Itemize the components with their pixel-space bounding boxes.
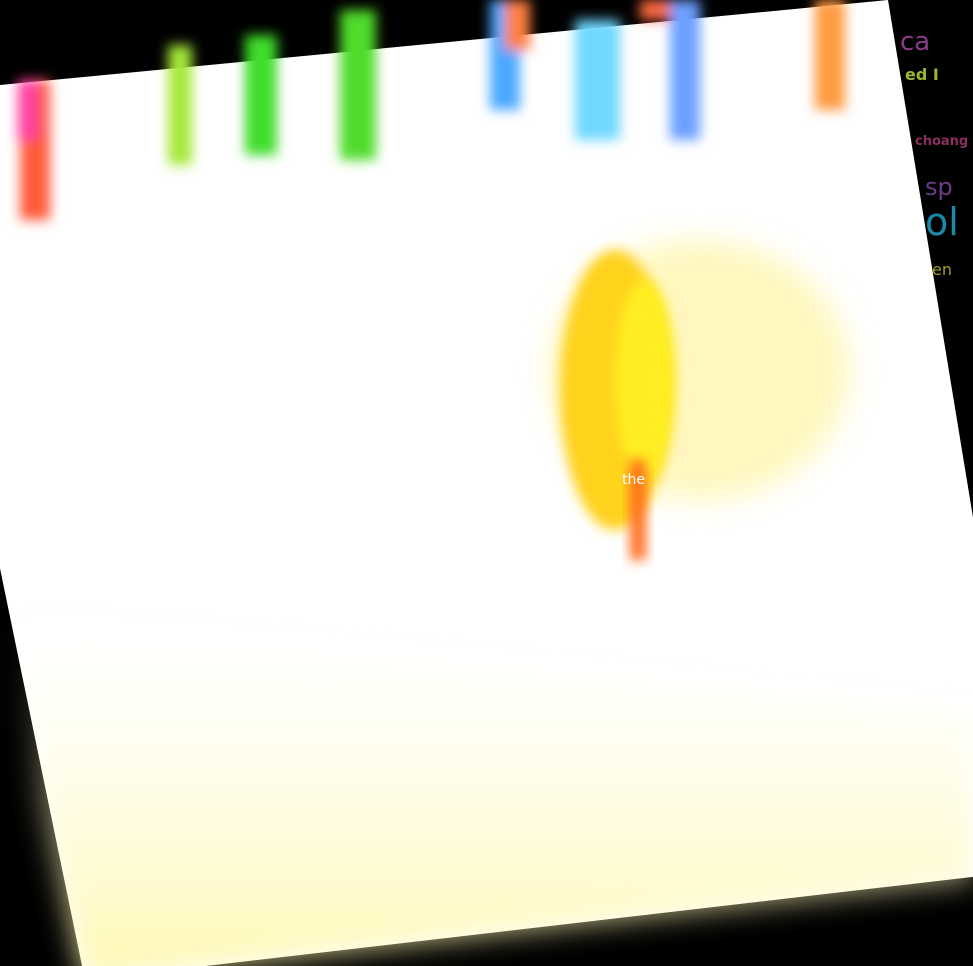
text-fragment: ol	[925, 200, 959, 244]
text-fragment: ca	[900, 27, 930, 57]
text-fragment: choang	[915, 134, 968, 149]
text-fragment: the	[622, 472, 645, 488]
color-streaks	[18, 0, 845, 220]
yellow-blob	[550, 240, 850, 560]
bottom-haze	[20, 620, 973, 966]
text-fragment: sp	[925, 173, 953, 201]
text-fragment: ed I	[905, 65, 939, 84]
text-fragment: en	[932, 260, 952, 279]
